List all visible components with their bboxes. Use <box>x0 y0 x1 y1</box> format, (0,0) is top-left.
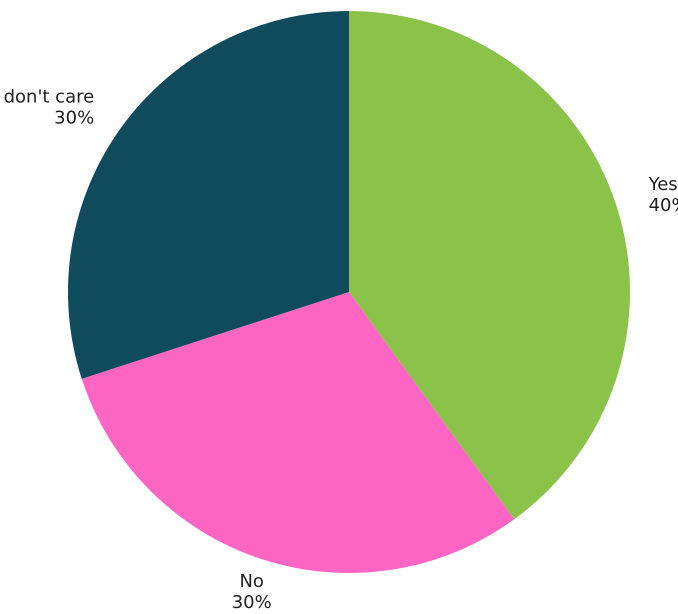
slice-name: Yes <box>648 174 678 195</box>
pie-slices <box>67 11 630 573</box>
pie-slice-i-don-t-care <box>67 11 349 379</box>
slice-label-no: No 30% <box>232 571 272 613</box>
pie-slice-yes <box>349 11 630 520</box>
slice-name: No <box>239 571 263 592</box>
slice-percent: 30% <box>54 107 94 128</box>
slice-percent: 30% <box>232 592 272 613</box>
slice-percent: 40% <box>649 195 678 216</box>
slice-name: I don't care <box>0 86 94 107</box>
pie-slice-no <box>81 292 515 573</box>
slice-label-i-don-t-care: I don't care 30% <box>0 86 94 128</box>
